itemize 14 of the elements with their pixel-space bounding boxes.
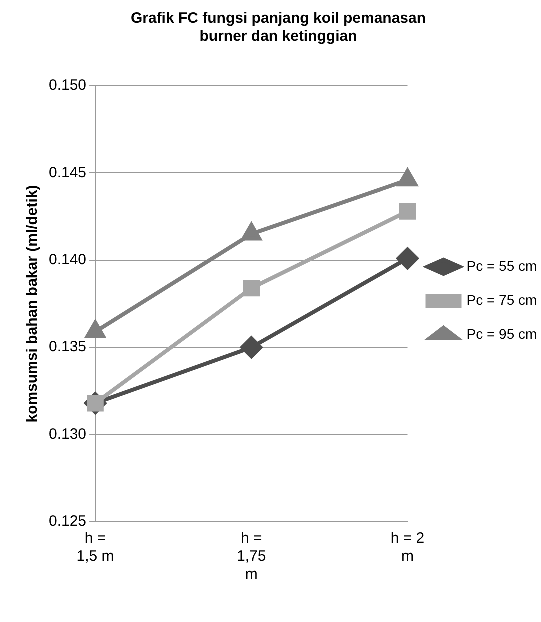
y-tick-label: 0.145	[48, 164, 87, 182]
y-tick-label: 0.125	[48, 513, 87, 530]
x-tick-label: h = 1,5 m	[76, 530, 114, 566]
legend-label: Pc = 55 cm	[466, 258, 538, 274]
y-tick-label: 0.135	[48, 338, 87, 356]
y-tick-label: 0.140	[48, 252, 87, 269]
legend-label: Pc = 95 cm	[466, 326, 538, 342]
x-tick-label: h = 1,75 m	[237, 530, 266, 584]
chart-title: Grafik FC fungsi panjang koil pemanasan burner dan ketinggian	[130, 10, 426, 46]
x-tick-label: h = 2 m	[390, 530, 425, 566]
y-tick-label: 0.130	[48, 426, 87, 443]
y-tick-label: 0.150	[48, 77, 87, 94]
y-axis-title: komsumsi bahan bakar (ml/detik)	[24, 185, 42, 423]
legend-label: Pc = 75 cm	[466, 292, 538, 308]
